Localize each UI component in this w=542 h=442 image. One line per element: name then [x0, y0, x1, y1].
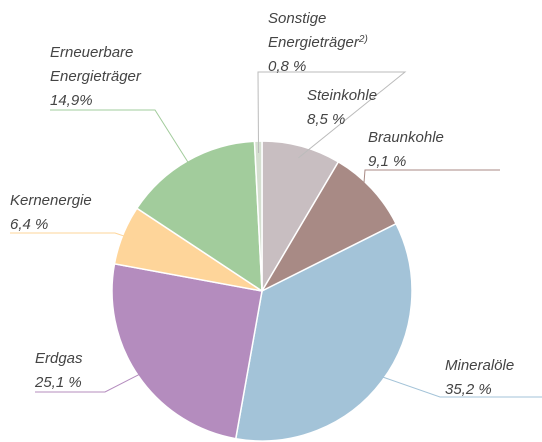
slice-label: Sonstige Energieträger2) 0,8 %: [268, 10, 368, 75]
leader-line: [372, 373, 542, 398]
category-line: Erneuerbare: [50, 44, 133, 61]
value-label: 35,2 %: [445, 381, 492, 398]
category-name: Erneuerbare Energieträger: [50, 44, 142, 85]
category-name: Braunkohle: [368, 129, 444, 146]
category-name: Sonstige Energieträger: [268, 10, 360, 51]
leader-line: [35, 369, 149, 393]
pie-slice: [111, 262, 263, 440]
value-label: 9,1 %: [368, 153, 406, 170]
category-line: Energieträger: [50, 68, 142, 85]
slice-label: Kernenergie 6,4 %: [10, 192, 92, 233]
pie-slice: [234, 222, 413, 442]
category-line: Mineralöle: [445, 357, 514, 374]
category-name: Kernenergie: [10, 192, 92, 209]
category-line: Kernenergie: [10, 192, 92, 209]
slice-label: Erdgas 25,1 %: [34, 350, 83, 391]
category-line: Steinkohle: [307, 87, 377, 104]
category-line: Erdgas: [35, 350, 83, 367]
pie-slice: [260, 160, 398, 293]
leader-line: [362, 169, 500, 197]
pie-slice: [135, 140, 263, 293]
category-line: Braunkohle: [368, 129, 444, 146]
slice-label: Steinkohle 8,5 %: [307, 87, 377, 128]
category-line: Sonstige: [268, 10, 326, 27]
category-name: Erdgas: [35, 350, 83, 367]
slice-label: Braunkohle 9,1 %: [368, 129, 444, 170]
category-line: Energieträger: [268, 34, 360, 51]
leader-line: [50, 109, 195, 172]
slice-label: Mineralöle 35,2 %: [445, 357, 514, 398]
value-label: 8,5 %: [307, 111, 345, 128]
value-label: 6,4 %: [10, 216, 48, 233]
value-label: 14,9%: [50, 92, 93, 109]
value-label: 0,8 %: [268, 58, 306, 75]
value-label: 25,1 %: [34, 374, 82, 391]
leader-line: [257, 71, 405, 154]
leader-line: [10, 232, 135, 240]
category-name: Mineralöle: [445, 357, 514, 374]
footnote: 2): [358, 34, 368, 45]
slice-label: Erneuerbare Energieträger 14,9%: [50, 44, 142, 109]
category-name: Steinkohle: [307, 87, 377, 104]
